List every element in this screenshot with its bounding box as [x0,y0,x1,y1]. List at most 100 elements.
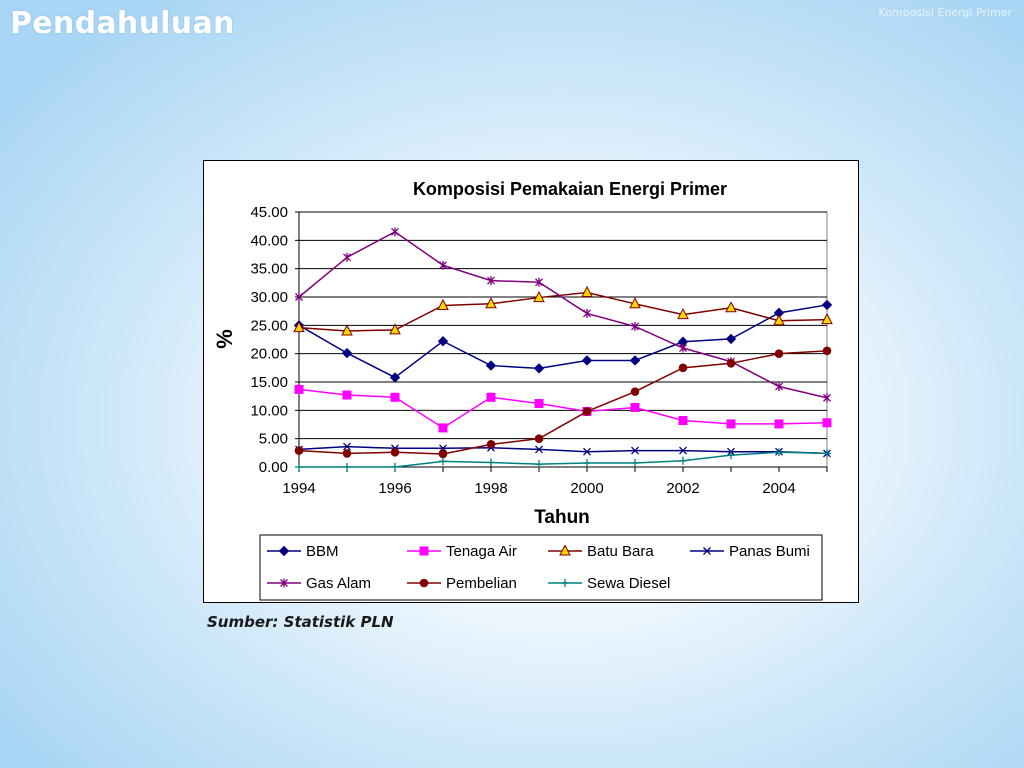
series-line [298,388,828,429]
data-point [821,299,833,311]
data-point [703,547,711,555]
series-line [298,445,828,455]
data-point [486,392,496,402]
series-line [299,451,828,468]
data-point [823,449,831,458]
data-point [294,446,304,455]
y-tick-label: 45.00 [250,204,288,221]
data-point [534,434,544,443]
legend-label: Gas Alam [306,575,371,592]
data-point [725,301,737,313]
data-point [821,313,833,325]
data-point [629,297,641,309]
data-point [342,449,352,458]
data-point [773,314,785,326]
y-tick-label: 20.00 [250,346,288,363]
series-line [298,304,828,379]
data-point [533,363,545,374]
y-tick-label: 0.00 [259,459,288,476]
legend-item: Tenaga Air [407,543,517,560]
line-chart: Komposisi Pemakaian Energi Primer Tahun … [212,179,833,601]
legend-label: Panas Bumi [729,543,810,560]
data-point [534,399,544,409]
series-line [298,350,828,455]
y-tick-label: 30.00 [250,289,288,306]
data-point [535,277,543,287]
data-point [630,403,640,412]
data-point [487,276,495,286]
data-point [679,343,687,353]
data-point [343,252,351,262]
data-point [775,448,783,457]
data-point [535,460,543,469]
data-point [419,578,429,588]
data-point [437,298,449,310]
data-point [342,390,352,400]
legend-label: Tenaga Air [446,543,517,560]
series-panas-bumi [295,442,831,458]
series-gas-alam [295,227,831,403]
legend-item: BBM [267,543,339,560]
data-point [774,419,784,429]
data-point [485,360,497,371]
data-point [823,393,831,403]
data-point [533,290,545,303]
data-point [278,545,290,557]
data-point [439,260,447,270]
x-tick-label: 1998 [474,480,507,497]
x-tick-label: 2002 [666,480,699,497]
data-point [822,346,832,356]
data-point [583,308,591,318]
data-point [389,323,401,335]
data-point [774,349,784,358]
slide-title: Pendahuluan [10,6,235,41]
data-point [630,387,640,396]
legend-box [259,534,823,601]
series-bbm [293,299,833,383]
data-point [486,440,496,449]
data-point [581,355,593,366]
data-point [726,419,736,429]
data-point [631,321,639,331]
data-point [678,416,688,426]
data-point [389,372,401,383]
data-point [439,457,447,466]
data-point [391,227,399,237]
y-tick-label: 5.00 [259,431,288,448]
legend-label: Sewa Diesel [587,575,670,592]
legend-label: BBM [306,543,339,560]
data-point [678,363,688,373]
legend-label: Batu Bara [587,543,654,560]
data-point [280,578,288,588]
data-point [727,451,735,460]
data-point [343,442,351,451]
data-point [679,446,687,455]
legend-item: Gas Alam [267,575,371,592]
corner-note: Komposisi Energi Primer [878,6,1012,19]
series-batu-bara [293,285,833,336]
source-caption: Sumber: Statistik PLN [207,613,394,631]
data-point [419,546,429,556]
data-point [559,544,571,556]
series-line [298,230,828,399]
data-point [293,321,305,333]
data-point [487,458,495,467]
data-point [677,307,689,320]
data-point [390,392,400,402]
x-tick-label: 1994 [282,480,315,497]
data-point [391,463,399,471]
series-sewa-diesel [295,448,831,471]
data-point [438,449,448,459]
chart-title: Komposisi Pemakaian Energi Primer [413,179,727,199]
x-axis-label: Tahun [534,507,590,528]
data-point [390,447,400,457]
data-point [583,447,591,456]
series-line [298,291,828,332]
data-point [294,384,304,394]
data-point [438,423,448,433]
y-tick-label: 25.00 [250,317,288,334]
chart-frame: Komposisi Pemakaian Energi Primer Tahun … [203,160,859,603]
data-point [295,292,303,302]
data-point [631,446,639,455]
x-tick-label: 2000 [570,480,603,497]
